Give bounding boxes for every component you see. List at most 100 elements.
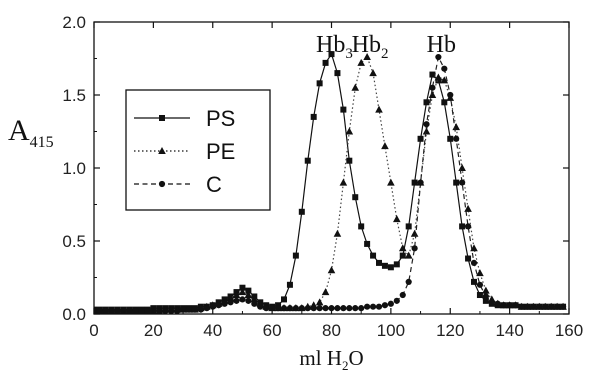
data-point-ps xyxy=(346,157,353,164)
data-point-c xyxy=(191,306,199,313)
series-c xyxy=(94,53,567,314)
data-point-c xyxy=(453,135,460,142)
x-axis-label: ml H2O xyxy=(299,346,363,373)
data-point-pe xyxy=(464,204,472,212)
data-point-c xyxy=(185,306,193,313)
x-tick-label: 60 xyxy=(263,321,282,340)
data-point-pe xyxy=(428,91,437,98)
data-point-c xyxy=(251,300,258,307)
data-point-c xyxy=(512,302,519,309)
data-point-ps xyxy=(447,135,454,142)
data-point-pe xyxy=(339,178,348,186)
labels: 0 20 40 60 80 100 120 140 160 0.0 0.5 1.0 1.5 2.0 ml H… xyxy=(8,13,583,373)
data-point-c xyxy=(286,305,294,312)
data-point-c xyxy=(441,65,448,72)
data-point-c xyxy=(310,305,317,312)
data-point-pe xyxy=(244,291,253,299)
data-point-c xyxy=(488,299,495,306)
data-point-c xyxy=(554,303,561,310)
data-point-ps xyxy=(328,51,335,58)
legend-marker-ps xyxy=(159,115,165,121)
data-point-ps xyxy=(352,194,359,201)
data-point-ps xyxy=(245,287,252,294)
data-point-c xyxy=(411,245,418,252)
data-point-ps xyxy=(286,281,293,288)
data-point-ps xyxy=(292,252,299,259)
data-point-c xyxy=(459,179,466,186)
data-point-ps xyxy=(340,106,347,113)
series-layer xyxy=(94,51,567,314)
data-point-c xyxy=(257,303,264,310)
data-point-c xyxy=(393,297,400,304)
data-point-ps xyxy=(322,59,329,66)
data-point-c xyxy=(263,305,270,312)
data-point-pe xyxy=(357,58,365,66)
y-axis-label: A415 xyxy=(8,114,54,151)
data-point-ps xyxy=(334,70,341,77)
x-tick-label: 160 xyxy=(555,321,583,340)
data-point-pe xyxy=(482,286,490,294)
data-point-ps xyxy=(376,259,382,266)
data-point-ps xyxy=(381,262,388,269)
data-point-c xyxy=(464,223,472,230)
data-point-pe xyxy=(476,269,484,277)
data-point-c xyxy=(542,303,549,310)
data-point-pe xyxy=(470,244,478,252)
data-point-c xyxy=(162,307,169,314)
data-point-pe xyxy=(387,178,395,186)
data-point-c xyxy=(559,303,567,310)
data-point-pe xyxy=(404,251,413,259)
data-point-c xyxy=(536,303,543,310)
data-point-c xyxy=(280,305,288,312)
data-point-ps xyxy=(399,252,406,259)
data-point-pe xyxy=(345,127,354,135)
data-point-c xyxy=(524,303,531,310)
data-point-pe xyxy=(351,83,360,91)
x-tick-label: 40 xyxy=(203,321,222,340)
data-point-pe xyxy=(398,244,407,252)
data-point-c xyxy=(417,179,424,186)
data-point-pe xyxy=(440,76,449,84)
data-point-ps xyxy=(387,264,394,271)
data-point-c xyxy=(292,305,299,312)
data-point-c xyxy=(274,305,282,312)
data-point-ps xyxy=(239,284,246,291)
peak-label: Hb2 xyxy=(352,32,389,62)
data-point-ps xyxy=(411,179,418,186)
x-tick-label: 0 xyxy=(89,321,98,340)
data-point-ps xyxy=(465,255,472,262)
legend: PS PE C xyxy=(125,89,271,211)
data-point-c xyxy=(435,53,442,61)
data-point-c xyxy=(168,307,175,314)
data-point-c xyxy=(447,91,454,99)
x-tick-label: 80 xyxy=(322,321,341,340)
data-point-ps xyxy=(358,223,365,230)
data-point-c xyxy=(215,302,222,309)
y-tick-label: 1.5 xyxy=(62,86,86,105)
data-point-c xyxy=(399,291,406,299)
data-point-c xyxy=(476,281,484,288)
data-point-pe xyxy=(393,215,401,223)
data-point-c xyxy=(132,307,139,314)
data-point-c xyxy=(334,305,341,312)
data-point-pe xyxy=(452,123,460,131)
data-point-c xyxy=(494,300,501,307)
data-point-c xyxy=(233,297,240,304)
data-point-ps xyxy=(441,99,448,106)
data-point-ps xyxy=(298,208,305,215)
data-point-ps xyxy=(423,99,430,106)
data-point-ps xyxy=(405,223,412,230)
data-point-c xyxy=(138,307,145,314)
y-tick-label: 0.5 xyxy=(62,232,86,251)
peak-label: Hb xyxy=(427,32,456,58)
data-point-c xyxy=(423,121,430,128)
data-point-pe xyxy=(315,298,324,306)
data-point-c xyxy=(108,307,115,314)
data-point-c xyxy=(506,302,513,309)
data-point-ps xyxy=(482,297,489,304)
data-point-ps xyxy=(476,292,483,299)
y-tick-label: 1.0 xyxy=(62,159,86,178)
data-point-c xyxy=(102,307,109,314)
data-point-c xyxy=(94,307,98,314)
